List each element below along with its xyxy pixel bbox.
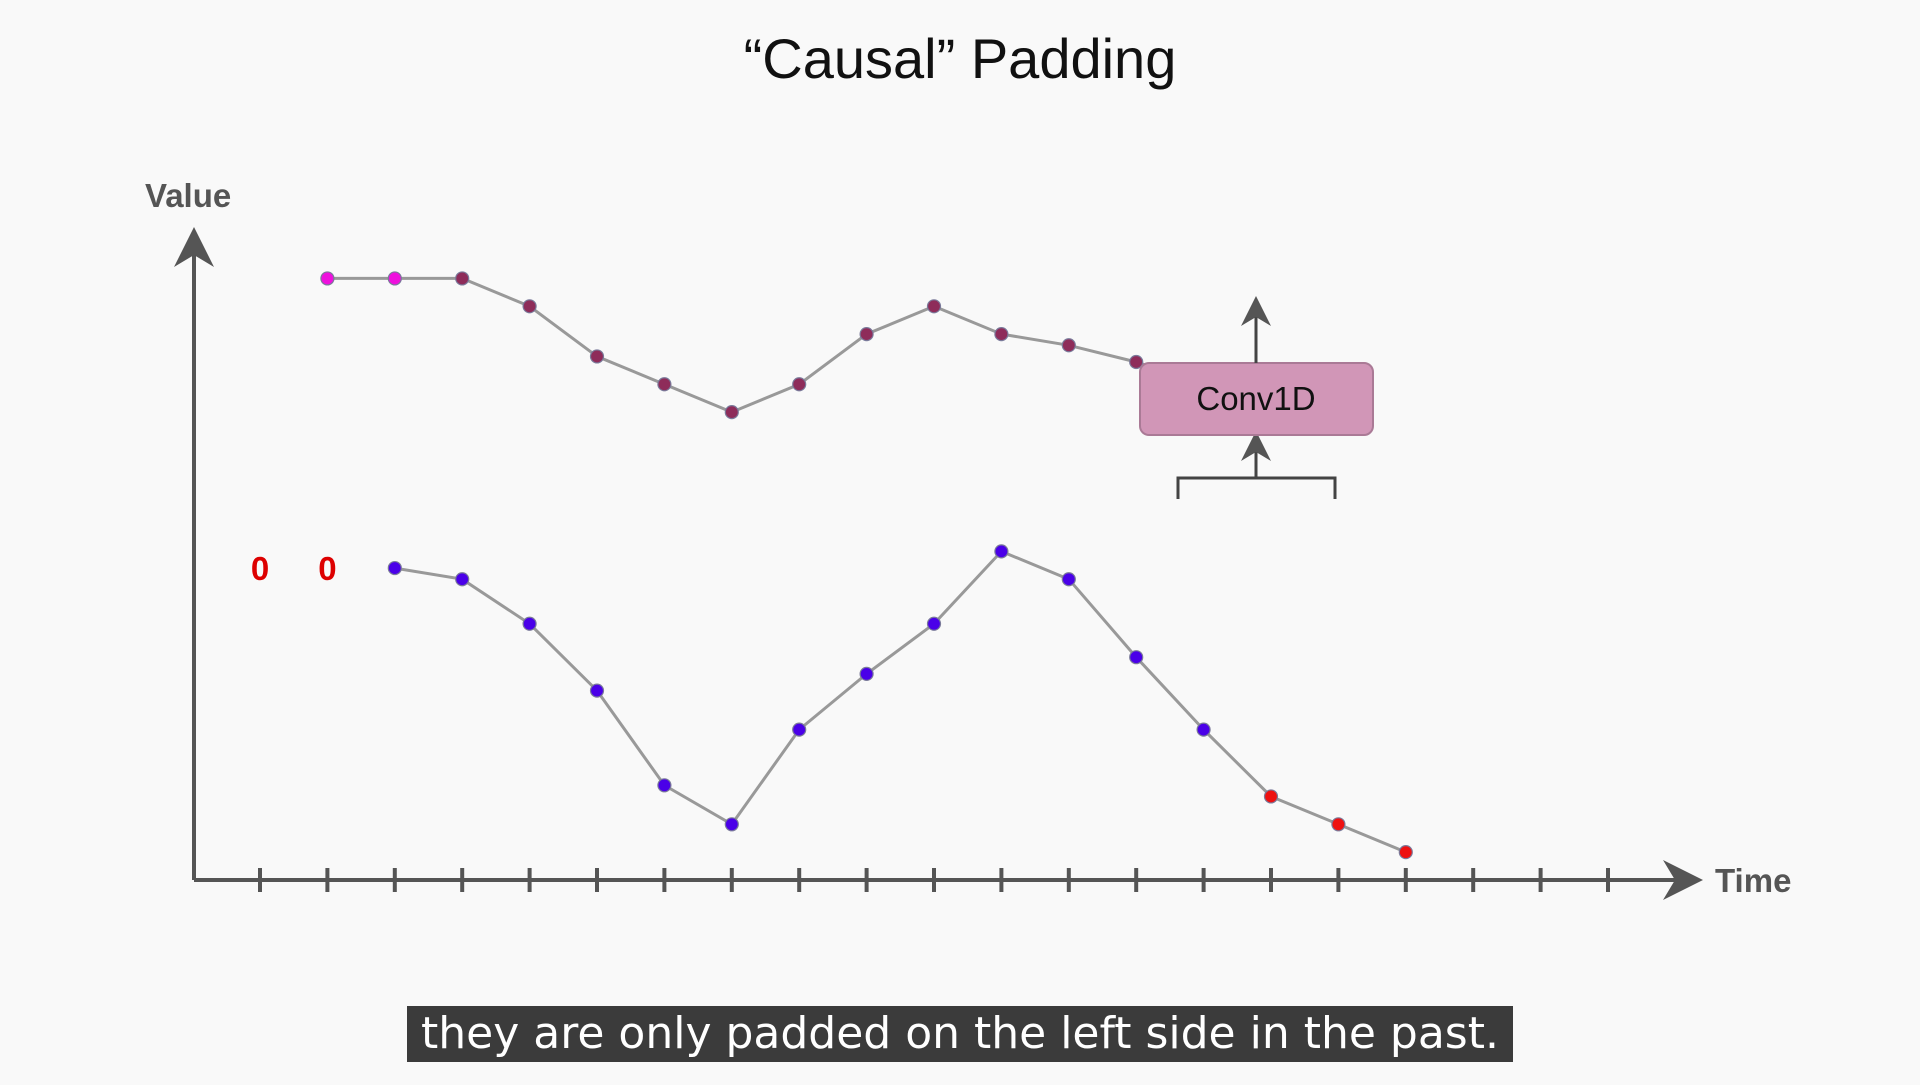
- output-data-point: [455, 271, 470, 286]
- input-data-point: [455, 572, 470, 587]
- output-data-point: [724, 405, 739, 420]
- output-data-point: [994, 327, 1009, 342]
- output-data-point: [1061, 338, 1076, 353]
- time-axis-ticks: [258, 868, 1610, 892]
- input-data-point: [1331, 817, 1346, 832]
- slide-title: “Causal” Padding: [744, 27, 1177, 90]
- input-series-line: [394, 549, 1407, 854]
- subtitle-caption: they are only padded on the left side in…: [407, 1006, 1513, 1062]
- input-data-point: [926, 616, 942, 631]
- input-data-point: [1196, 722, 1211, 737]
- output-data-point: [859, 327, 874, 342]
- input-data-point: [522, 616, 537, 631]
- input-data-point: [1129, 650, 1144, 665]
- conv1d-block: Conv1D: [1139, 296, 1374, 499]
- y-axis-label: Value: [145, 177, 231, 214]
- caption-bar: they are only padded on the left side in…: [0, 1006, 1920, 1062]
- output-data-point: [522, 299, 537, 314]
- input-data-point: [589, 683, 605, 698]
- padding-zeros: 0 0: [251, 550, 337, 587]
- input-data-point: [792, 722, 807, 737]
- receptive-field-bracket: [1176, 476, 1337, 499]
- x-axis-label: Time: [1715, 862, 1791, 899]
- output-data-point: [589, 349, 605, 364]
- output-data-point: [387, 271, 402, 286]
- axes: [174, 227, 1703, 900]
- input-series-line-path: [394, 549, 1407, 854]
- output-data-point: [657, 377, 672, 392]
- output-data-point: [792, 377, 807, 392]
- input-data-point: [859, 666, 874, 682]
- input-series-points: [387, 544, 1413, 860]
- input-data-point: [994, 544, 1009, 559]
- padding-zero-label: 0: [318, 550, 336, 587]
- input-data-point: [1263, 789, 1279, 804]
- output-data-point: [926, 299, 942, 314]
- padding-zero-label: 0: [251, 550, 269, 587]
- input-data-point: [1398, 845, 1413, 860]
- output-data-point: [1129, 354, 1144, 370]
- input-data-point: [657, 778, 672, 793]
- output-data-point: [320, 271, 335, 286]
- conv1d-label: Conv1D: [1196, 380, 1315, 417]
- input-data-point: [387, 560, 402, 576]
- input-data-point: [1061, 572, 1076, 587]
- input-data-point: [724, 817, 739, 832]
